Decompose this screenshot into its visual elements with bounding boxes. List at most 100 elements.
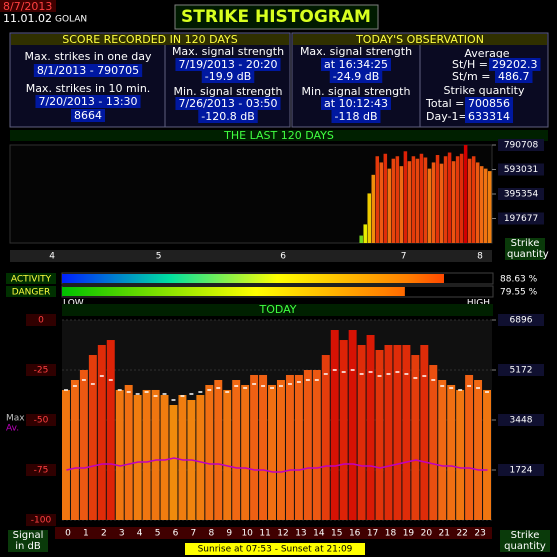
bar bbox=[232, 380, 241, 520]
bar bbox=[359, 235, 363, 243]
bar bbox=[115, 389, 124, 520]
value: 8/1/2013 - 790705 bbox=[37, 64, 139, 77]
value: 486.7 bbox=[498, 70, 530, 83]
label: Strike quantity bbox=[444, 84, 525, 97]
value-box bbox=[321, 58, 391, 71]
bar bbox=[467, 158, 472, 243]
y-tick-label: -75 bbox=[34, 466, 49, 476]
x-tick-label: 20 bbox=[421, 529, 433, 539]
x-tick-label: 5 bbox=[156, 252, 162, 262]
value: 633314 bbox=[468, 110, 510, 123]
month-strip bbox=[10, 250, 492, 262]
meter-fill bbox=[62, 287, 405, 296]
value: 8664 bbox=[74, 109, 102, 122]
value: 29202.3 bbox=[492, 58, 538, 71]
y-tick-label: -25 bbox=[34, 366, 49, 376]
meter-name: ACTIVITY bbox=[11, 275, 52, 285]
y-tick-label: -50 bbox=[34, 416, 49, 426]
bar bbox=[62, 389, 70, 520]
y2-tick-label: 1724 bbox=[510, 466, 533, 476]
bar bbox=[357, 345, 366, 520]
bar bbox=[339, 340, 348, 520]
legend-max: Max bbox=[6, 414, 25, 424]
tick-box bbox=[498, 364, 544, 376]
value: -120.8 dB bbox=[201, 110, 255, 123]
tick-box bbox=[498, 464, 544, 476]
bar bbox=[391, 158, 396, 243]
bar bbox=[142, 389, 151, 520]
bar bbox=[483, 389, 491, 520]
value-box bbox=[175, 97, 281, 110]
bar bbox=[483, 168, 488, 243]
x-tick-label: 4 bbox=[49, 252, 55, 262]
x-tick-label: 9 bbox=[226, 529, 232, 539]
value-box bbox=[198, 110, 258, 123]
label: Average bbox=[464, 47, 509, 60]
value-box bbox=[495, 70, 533, 83]
tick-box bbox=[498, 314, 544, 326]
average-line bbox=[66, 457, 488, 473]
meter-name: DANGER bbox=[12, 288, 51, 298]
y-axis-label: Strike quantity bbox=[505, 238, 549, 260]
label: Day-1= bbox=[426, 110, 468, 123]
y2-axis-label: Strike quantity bbox=[500, 530, 550, 552]
y-tick-label: -100 bbox=[31, 516, 52, 526]
bar bbox=[133, 395, 142, 520]
hour-strip bbox=[55, 527, 492, 539]
legend-av: Av. bbox=[6, 424, 19, 434]
y-tick-label: 395354 bbox=[504, 190, 539, 200]
value: -19.9 dB bbox=[205, 70, 252, 83]
tick-box bbox=[498, 188, 544, 200]
bar bbox=[419, 153, 424, 243]
value-box bbox=[331, 110, 381, 123]
bar bbox=[371, 174, 376, 243]
value: -118 dB bbox=[335, 110, 378, 123]
bar bbox=[393, 345, 402, 520]
meter-name-box bbox=[6, 273, 56, 284]
meter-value: 79.55 % bbox=[500, 288, 538, 298]
bar bbox=[443, 156, 448, 243]
bar bbox=[475, 162, 480, 243]
tick-box bbox=[26, 514, 56, 526]
x-tick-label: 7 bbox=[191, 529, 197, 539]
value-box bbox=[33, 64, 143, 77]
label: Max. signal strength bbox=[300, 45, 412, 58]
bar bbox=[411, 156, 416, 243]
bar bbox=[241, 384, 250, 520]
bar bbox=[268, 384, 276, 520]
y-tick-label: 197677 bbox=[504, 214, 538, 224]
tick-box bbox=[498, 212, 544, 225]
tick-box bbox=[498, 414, 544, 426]
value-box bbox=[35, 95, 141, 108]
bar bbox=[387, 168, 392, 243]
bar bbox=[459, 153, 464, 243]
bar bbox=[367, 193, 371, 243]
bar bbox=[151, 389, 160, 520]
x-tick-label: 21 bbox=[439, 529, 450, 539]
bar bbox=[250, 374, 259, 520]
y2-tick-label: 6896 bbox=[510, 316, 533, 326]
bar bbox=[407, 161, 412, 243]
value-box bbox=[465, 110, 513, 123]
bar bbox=[447, 152, 452, 243]
chart-title-bar bbox=[10, 130, 548, 141]
bar bbox=[375, 156, 380, 243]
value-box bbox=[329, 70, 383, 83]
value: 7/20/2013 - 13:30 bbox=[38, 95, 137, 108]
bar bbox=[277, 380, 285, 520]
bar bbox=[366, 334, 375, 520]
score-header bbox=[11, 34, 289, 45]
bar bbox=[479, 166, 484, 243]
bar bbox=[259, 374, 268, 520]
bar bbox=[312, 370, 321, 520]
high-label: HIGH bbox=[467, 299, 490, 309]
label: Max. strikes in 10 min. bbox=[26, 82, 151, 95]
bar bbox=[88, 355, 97, 520]
bar bbox=[465, 374, 474, 520]
x-tick-label: 17 bbox=[367, 529, 378, 539]
bar bbox=[423, 157, 428, 243]
label: St/m = bbox=[452, 70, 490, 83]
x-tick-label: 23 bbox=[474, 529, 485, 539]
